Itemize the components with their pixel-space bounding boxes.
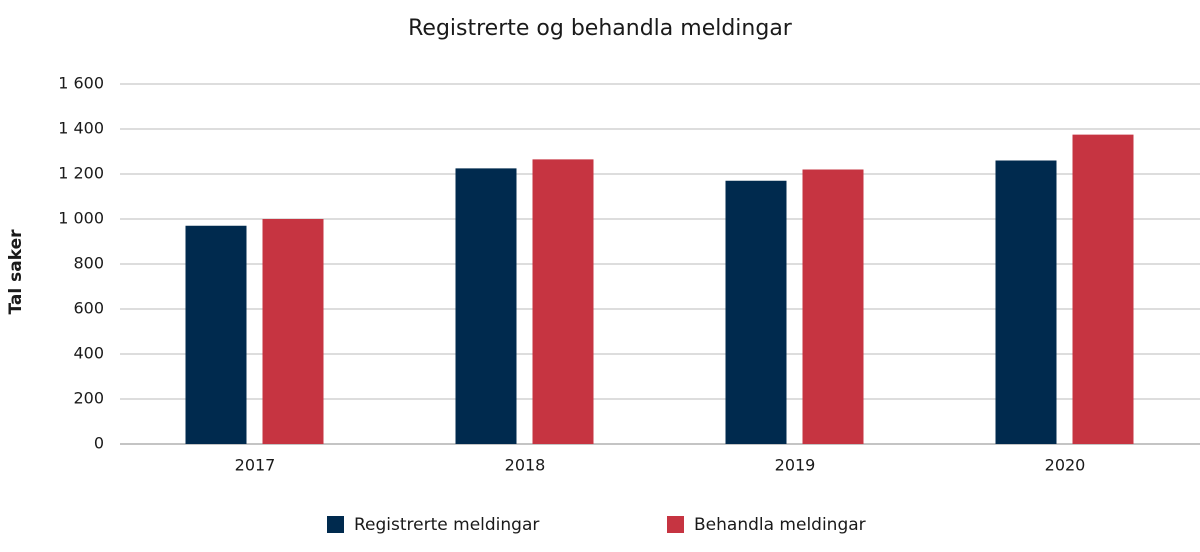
y-tick-label: 600 (73, 299, 104, 318)
legend-swatch (667, 516, 684, 533)
y-tick-label: 200 (73, 389, 104, 408)
y-tick-label: 800 (73, 254, 104, 273)
x-tick-label: 2018 (505, 456, 546, 475)
y-tick-label: 400 (73, 344, 104, 363)
bar (262, 219, 324, 444)
bar (455, 168, 517, 444)
x-tick-label: 2017 (235, 456, 276, 475)
legend-label: Behandla meldingar (694, 515, 866, 535)
y-tick-label: 1 200 (58, 164, 104, 183)
legend-swatch (327, 516, 344, 533)
bar (802, 169, 864, 444)
chart-title: Registrerte og behandla meldingar (408, 16, 793, 41)
y-tick-label: 1 400 (58, 119, 104, 138)
y-tick-label: 1 000 (58, 209, 104, 228)
bar (532, 159, 594, 444)
x-tick-label: 2019 (775, 456, 816, 475)
y-axis-title: Tal saker (6, 229, 26, 315)
bar (1072, 134, 1134, 444)
bar (725, 180, 787, 444)
x-tick-label: 2020 (1045, 456, 1086, 475)
legend-label: Registrerte meldingar (354, 515, 539, 535)
y-tick-label: 0 (94, 434, 104, 453)
bar (995, 160, 1057, 444)
bar (185, 225, 247, 444)
y-tick-label: 1 600 (58, 74, 104, 93)
